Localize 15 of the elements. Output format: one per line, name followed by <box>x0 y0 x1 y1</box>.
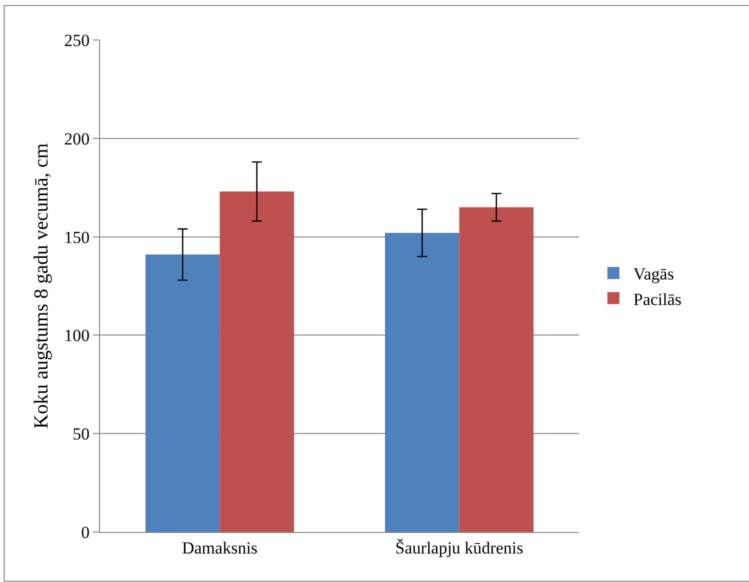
bar <box>459 207 534 532</box>
y-axis-title: Koku augstums 8 gadu vecumā, cm <box>30 142 53 429</box>
x-tick-label: Šaurlapju kūdrenis <box>395 538 524 558</box>
y-tick-label: 250 <box>64 30 90 50</box>
bar <box>220 192 294 532</box>
y-tick-label: 150 <box>64 228 90 247</box>
legend-label: Pacilās <box>633 290 682 309</box>
y-tick-label: 50 <box>72 424 90 444</box>
bar <box>146 254 220 532</box>
y-tick-label: 100 <box>64 326 90 346</box>
y-tick-label: 200 <box>64 129 90 148</box>
legend-label: Vagās <box>633 264 674 284</box>
y-tick-label: 0 <box>81 522 90 542</box>
x-tick-label: Damaksnis <box>182 538 258 558</box>
bar <box>385 232 460 532</box>
